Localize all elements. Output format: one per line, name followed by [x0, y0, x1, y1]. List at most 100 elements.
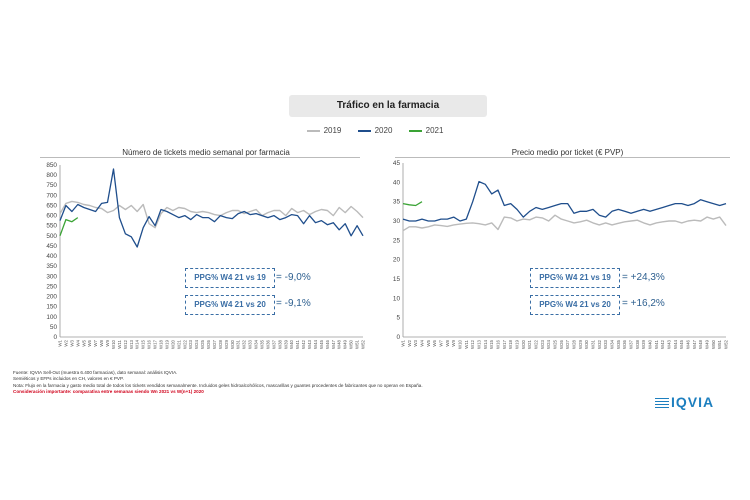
tickets-xtick-label: W29	[224, 339, 229, 349]
tickets-xtick-label: W17	[153, 339, 158, 349]
tickets-xtick-label: W40	[289, 339, 294, 349]
tickets-ytick-label: 800	[46, 172, 57, 179]
ppg-right-vs19-value: = +24,3%	[622, 272, 665, 283]
price-xtick-label: W40	[648, 339, 653, 349]
tickets-ytick-label: 350	[46, 263, 57, 270]
price-xtick-label: W31	[591, 339, 596, 349]
price-ytick-label: 10	[393, 295, 401, 302]
footnote-consideration: Consideración importante: comparativa en…	[13, 389, 204, 395]
tickets-xtick-label: W28	[218, 339, 223, 349]
footnote-note: Nota: Flujo en la farmacia y gasto medio…	[13, 382, 423, 388]
price-ytick-label: 25	[393, 237, 401, 244]
tickets-xtick-label: W8	[99, 339, 104, 346]
price-xtick-label: W18	[508, 339, 513, 349]
price-xtick-label: W23	[540, 339, 545, 349]
tickets-xtick-label: W51	[355, 339, 360, 349]
tickets-xtick-label: W10	[111, 339, 116, 349]
price-xtick-label: W17	[502, 339, 507, 349]
chart-legend: 2019 2020 2021	[0, 126, 750, 135]
tickets-ytick-label: 550	[46, 223, 57, 230]
tickets-ytick-label: 400	[46, 253, 57, 260]
tickets-xtick-label: W35	[260, 339, 265, 349]
tickets-xtick-label: W49	[343, 339, 348, 349]
legend-label-2021: 2021	[425, 126, 444, 135]
price-xtick-label: W15	[489, 339, 494, 349]
legend-swatch-2019	[306, 129, 320, 132]
tickets-xtick-label: W46	[325, 339, 330, 349]
tickets-ytick-label: 700	[46, 192, 57, 199]
price-xtick-label: W37	[629, 339, 634, 349]
logo-text: IQVIA	[671, 394, 715, 410]
price-xtick-label: W47	[692, 339, 697, 349]
tickets-xtick-label: W19	[164, 339, 169, 349]
tickets-xtick-label: W3	[69, 339, 74, 346]
ppg-left-vs19-box: PPG% W4 21 vs 19	[185, 268, 275, 288]
legend-swatch-2021	[408, 129, 422, 132]
footnote-source: Fuente: IQVIA Sell-Out (muestra 6.400 fa…	[13, 370, 178, 375]
price-ytick-label: 45	[393, 160, 401, 167]
tickets-ytick-label: 0	[53, 334, 57, 341]
price-xtick-label: W2	[407, 339, 412, 346]
tickets-ytick-label: 600	[46, 213, 57, 220]
tickets-ytick-label: 100	[46, 314, 57, 321]
tickets-xtick-label: W1	[58, 339, 63, 346]
ppg-left-vs19-value: = -9,0%	[276, 272, 311, 283]
tickets-xtick-label: W38	[277, 339, 282, 349]
tickets-ytick-label: 300	[46, 273, 57, 280]
price-xtick-label: W24	[546, 339, 551, 349]
tickets-xtick-label: W13	[129, 339, 134, 349]
legend-swatch-2020	[357, 129, 371, 132]
price-xtick-label: W25	[553, 339, 558, 349]
price-xtick-label: W44	[673, 339, 678, 349]
legend-label-2020: 2020	[374, 126, 393, 135]
ppg-right-vs20-value: = +16,2%	[622, 298, 665, 309]
price-ytick-label: 15	[393, 276, 401, 283]
tickets-xtick-label: W47	[331, 339, 336, 349]
tickets-xtick-label: W31	[236, 339, 241, 349]
price-xtick-label: W49	[705, 339, 710, 349]
price-xtick-label: W42	[660, 339, 665, 349]
tickets-xtick-label: W9	[105, 339, 110, 346]
price-xtick-label: W10	[458, 339, 463, 349]
tickets-xtick-label: W36	[265, 339, 270, 349]
legend-label-2019: 2019	[323, 126, 342, 135]
price-xtick-label: W6	[432, 339, 437, 346]
tickets-xtick-label: W20	[170, 339, 175, 349]
price-xtick-label: W7	[439, 339, 444, 346]
price-xtick-label: W9	[451, 339, 456, 346]
tickets-ytick-label: 50	[50, 324, 58, 331]
price-xtick-label: W16	[496, 339, 501, 349]
price-ytick-label: 0	[396, 334, 400, 341]
tickets-xtick-label: W32	[242, 339, 247, 349]
price-xtick-label: W1	[401, 339, 406, 346]
price-xtick-label: W12	[470, 339, 475, 349]
price-xtick-label: W41	[654, 339, 659, 349]
right-chart-title: Precio medio por ticket (€ PVP)	[511, 148, 624, 157]
price-xtick-label: W34	[610, 339, 615, 349]
price-ytick-label: 20	[393, 257, 401, 264]
price-xtick-label: W48	[698, 339, 703, 349]
tickets-ytick-label: 450	[46, 243, 57, 250]
tickets-xtick-label: W2	[63, 339, 68, 346]
price-xtick-label: W4	[420, 339, 425, 346]
price-xtick-label: W28	[572, 339, 577, 349]
tickets-xtick-label: W50	[349, 339, 354, 349]
price-xtick-label: W39	[641, 339, 646, 349]
tickets-xtick-label: W14	[135, 339, 140, 349]
tickets-xtick-label: W45	[319, 339, 324, 349]
tickets-xtick-label: W48	[337, 339, 342, 349]
tickets-xtick-label: W43	[307, 339, 312, 349]
price-xtick-label: W38	[635, 339, 640, 349]
price-xtick-label: W13	[477, 339, 482, 349]
price-xtick-label: W29	[578, 339, 583, 349]
price-ytick-label: 30	[393, 218, 401, 225]
tickets-series-2019	[59, 200, 364, 229]
price-xtick-label: W35	[616, 339, 621, 349]
tickets-xtick-label: W25	[200, 339, 205, 349]
price-xtick-label: W21	[527, 339, 532, 349]
footnote-units: Semiéticos y EFPs incluidos en CH, valor…	[13, 376, 124, 382]
price-xtick-label: W30	[584, 339, 589, 349]
tickets-xtick-label: W37	[271, 339, 276, 349]
